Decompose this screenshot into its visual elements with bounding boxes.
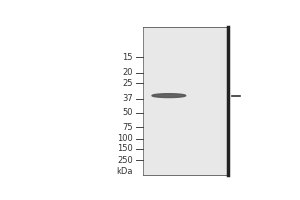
Text: 37: 37 (122, 94, 133, 103)
Text: 75: 75 (122, 123, 133, 132)
Text: 150: 150 (117, 144, 133, 153)
Bar (143, 27, 228, 175)
Text: 20: 20 (122, 68, 133, 77)
Text: 250: 250 (117, 156, 133, 165)
Polygon shape (152, 94, 186, 98)
Text: 50: 50 (122, 108, 133, 117)
Text: 100: 100 (117, 134, 133, 143)
Text: kDa: kDa (116, 167, 133, 176)
Text: 25: 25 (122, 79, 133, 88)
Text: 15: 15 (122, 53, 133, 62)
